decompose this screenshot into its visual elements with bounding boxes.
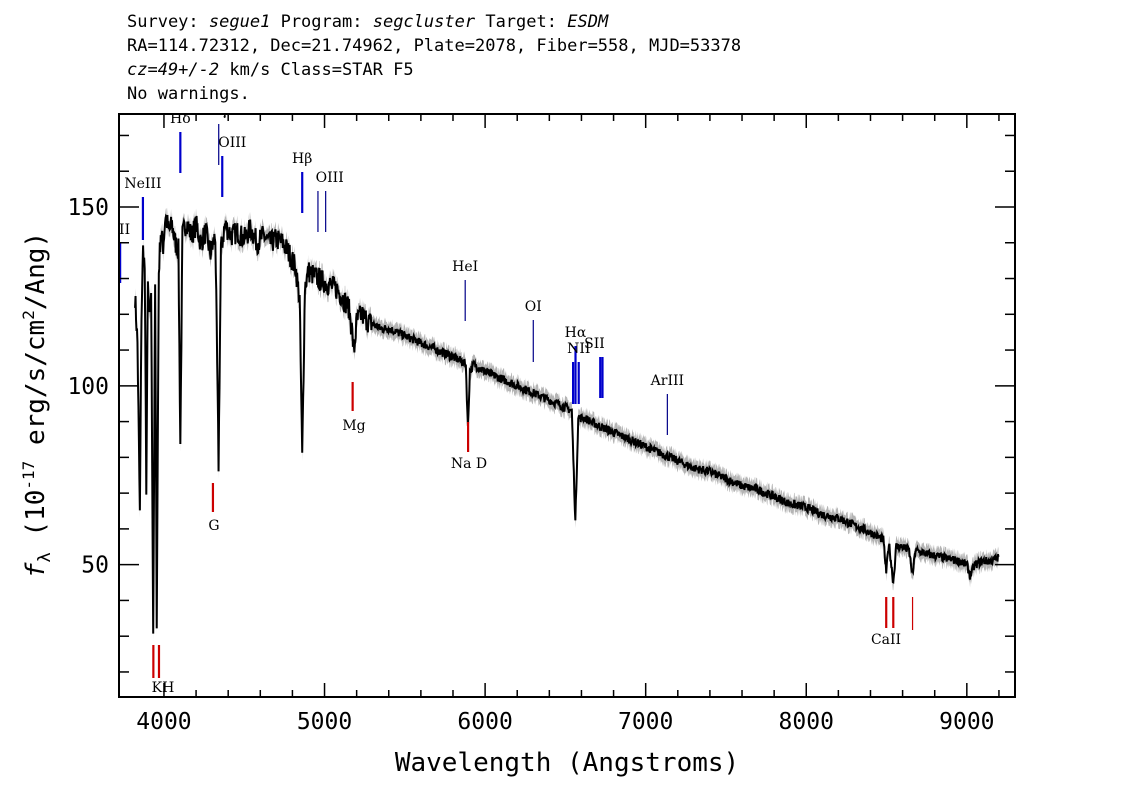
y-axis-title: fλ (10-17 erg/s/cm2/Ang)	[19, 232, 55, 578]
emission-line-label: NeIII	[124, 176, 161, 192]
x-tick-label: 4000	[136, 709, 191, 735]
absorption-line-label: G	[208, 518, 219, 534]
survey-value: segue1	[208, 12, 271, 32]
x-tick-label: 6000	[457, 709, 512, 735]
x-axis-title: Wavelength (Angstroms)	[395, 748, 739, 778]
absorption-line-label: Na D	[451, 456, 487, 472]
emission-line-label: ArIII	[650, 373, 684, 389]
program-value: segcluster	[372, 12, 476, 32]
absorption-line-label: Mg	[342, 418, 365, 434]
y-tick-label: 50	[81, 553, 109, 579]
absorption-line-label: CaII	[871, 632, 901, 648]
target-label: Target:	[485, 12, 557, 32]
emission-line-label: OIII	[316, 170, 344, 186]
program-label: Program:	[280, 12, 363, 32]
x-tick-label: 7000	[618, 709, 673, 735]
class-value: km/s Class=STAR F5	[219, 60, 414, 80]
spectrum-series	[134, 213, 1000, 634]
y-tick-label: 100	[67, 374, 109, 400]
emission-line-label: Hδ	[170, 111, 191, 127]
header-line-survey: Survey: segue1 Program: segcluster Targe…	[127, 10, 741, 34]
error-band	[135, 207, 999, 642]
x-tick-label: 8000	[779, 709, 834, 735]
absorption-line-label: KH	[152, 680, 175, 696]
header-line-redshift: cz=49+/-2 km/s Class=STAR F5	[127, 58, 741, 82]
emission-line-label: Hα	[565, 325, 587, 341]
redshift-value: cz=49+/-2	[127, 60, 220, 80]
x-tick-label: 9000	[939, 709, 994, 735]
y-tick-label: 150	[67, 195, 109, 221]
emission-line-label: OIII	[218, 135, 246, 151]
emission-line-label: OII	[108, 222, 131, 238]
emission-line-label: Hβ	[292, 151, 312, 167]
emission-line-label: HeI	[452, 259, 478, 275]
header-line-warnings: No warnings.	[127, 84, 250, 104]
x-tick-label: 5000	[297, 709, 352, 735]
spectrum-header: Survey: segue1 Program: segcluster Targe…	[127, 10, 741, 106]
emission-line-label: NII	[567, 341, 590, 357]
axis-ticks: 4000 5000 6000 7000 8000 9000 50 100 150	[67, 114, 1015, 735]
target-value: ESDM	[567, 12, 609, 32]
emission-line-label: SII	[584, 336, 605, 352]
survey-label: Survey:	[127, 12, 199, 32]
plot-frame	[118, 113, 1016, 698]
header-line-coordinates: RA=114.72312, Dec=21.74962, Plate=2078, …	[127, 36, 742, 56]
spectrum-line	[134, 213, 1000, 634]
emission-line-label: Hγ	[208, 103, 229, 119]
emission-line-label: OI	[525, 299, 542, 315]
error-band-area	[135, 207, 999, 642]
